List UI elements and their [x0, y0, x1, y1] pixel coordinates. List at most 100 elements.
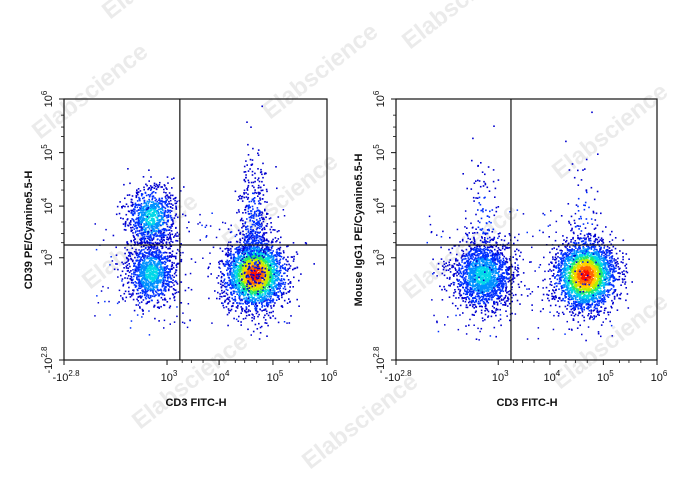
- event-dot: [252, 192, 254, 195]
- event-dot: [273, 261, 275, 264]
- event-dot: [242, 276, 245, 279]
- event-dot: [154, 271, 157, 274]
- event-dot: [279, 279, 282, 282]
- event-dot: [256, 257, 259, 260]
- event-dot: [147, 287, 149, 289]
- event-dot: [146, 248, 149, 251]
- event-dot: [160, 268, 163, 271]
- event-dot: [138, 220, 141, 222]
- event-dot: [160, 305, 162, 308]
- event-dot: [161, 216, 163, 219]
- event-dot: [283, 279, 286, 281]
- event-dot: [255, 266, 257, 269]
- event-dot: [247, 213, 250, 215]
- event-dot: [167, 209, 169, 211]
- event-dot: [140, 225, 142, 228]
- event-dot: [268, 250, 270, 252]
- event-dot: [262, 162, 264, 165]
- event-dot: [128, 222, 131, 224]
- event-dot: [264, 253, 267, 255]
- event-dot: [146, 226, 149, 229]
- event-dot: [271, 266, 274, 268]
- event-dot: [162, 269, 164, 272]
- event-dot: [250, 278, 252, 281]
- event-dot: [145, 183, 147, 186]
- event-dot: [132, 298, 135, 301]
- event-dot: [287, 256, 289, 258]
- event-dot: [139, 260, 142, 262]
- event-dot: [233, 265, 236, 267]
- event-dot: [247, 294, 249, 297]
- event-dot: [239, 298, 241, 300]
- event-dot: [260, 288, 262, 291]
- event-dot: [260, 275, 263, 277]
- event-dot: [224, 295, 226, 297]
- event-dot: [259, 300, 262, 303]
- event-dot: [266, 245, 268, 248]
- event-dot: [277, 238, 280, 240]
- event-dot: [256, 253, 259, 256]
- event-dot: [276, 279, 279, 282]
- event-dot: [265, 270, 267, 272]
- event-dot: [249, 168, 251, 170]
- event-dot: [229, 241, 232, 243]
- event-dot: [280, 265, 282, 267]
- event-dot: [255, 243, 257, 246]
- event-dot: [138, 295, 140, 298]
- event-dot: [155, 230, 158, 232]
- event-dot: [230, 248, 232, 250]
- event-dot: [278, 295, 280, 297]
- event-dot: [141, 208, 143, 210]
- event-dot: [146, 255, 148, 257]
- event-dot: [155, 291, 158, 294]
- event-dot: [239, 268, 241, 271]
- event-dot: [270, 254, 273, 256]
- event-dot: [250, 249, 252, 251]
- event-dot: [150, 276, 153, 278]
- event-dot: [258, 287, 260, 290]
- event-dot: [160, 215, 163, 217]
- event-dot: [263, 274, 266, 277]
- event-dot: [258, 180, 261, 183]
- event-dot: [282, 267, 284, 269]
- event-dot: [270, 311, 273, 314]
- event-dot: [169, 281, 172, 283]
- event-dot: [120, 217, 122, 219]
- event-dot: [131, 198, 133, 201]
- event-dot: [276, 273, 279, 275]
- event-dot: [136, 298, 138, 301]
- event-dot: [240, 197, 243, 200]
- event-dot: [161, 247, 163, 250]
- event-dot: [253, 297, 255, 299]
- event-dot: [145, 263, 147, 266]
- event-dot: [266, 213, 269, 215]
- event-dot: [249, 287, 252, 289]
- event-dot: [156, 263, 159, 266]
- event-dot: [256, 295, 258, 297]
- watermark-text: Elabscience: [297, 368, 423, 475]
- event-dot: [252, 208, 254, 210]
- event-dot: [147, 282, 149, 284]
- event-dot: [267, 289, 269, 291]
- event-dot: [259, 255, 262, 258]
- event-dot: [275, 286, 278, 288]
- event-dot: [144, 259, 146, 261]
- event-dot: [256, 286, 258, 288]
- event-dot: [138, 222, 140, 224]
- event-dot: [284, 266, 286, 269]
- event-dot: [135, 221, 137, 224]
- event-dot: [160, 245, 162, 247]
- event-dot: [133, 284, 136, 286]
- event-dot: [237, 283, 239, 286]
- event-dot: [266, 242, 268, 245]
- event-dot: [268, 261, 270, 264]
- event-dot: [260, 189, 263, 192]
- event-dot: [244, 248, 246, 251]
- event-dot: [138, 220, 140, 222]
- event-dot: [267, 304, 270, 306]
- event-dot: [222, 273, 224, 275]
- event-dot: [159, 220, 162, 223]
- event-dot: [148, 187, 150, 190]
- event-dot: [157, 219, 159, 221]
- event-dot: [263, 239, 265, 241]
